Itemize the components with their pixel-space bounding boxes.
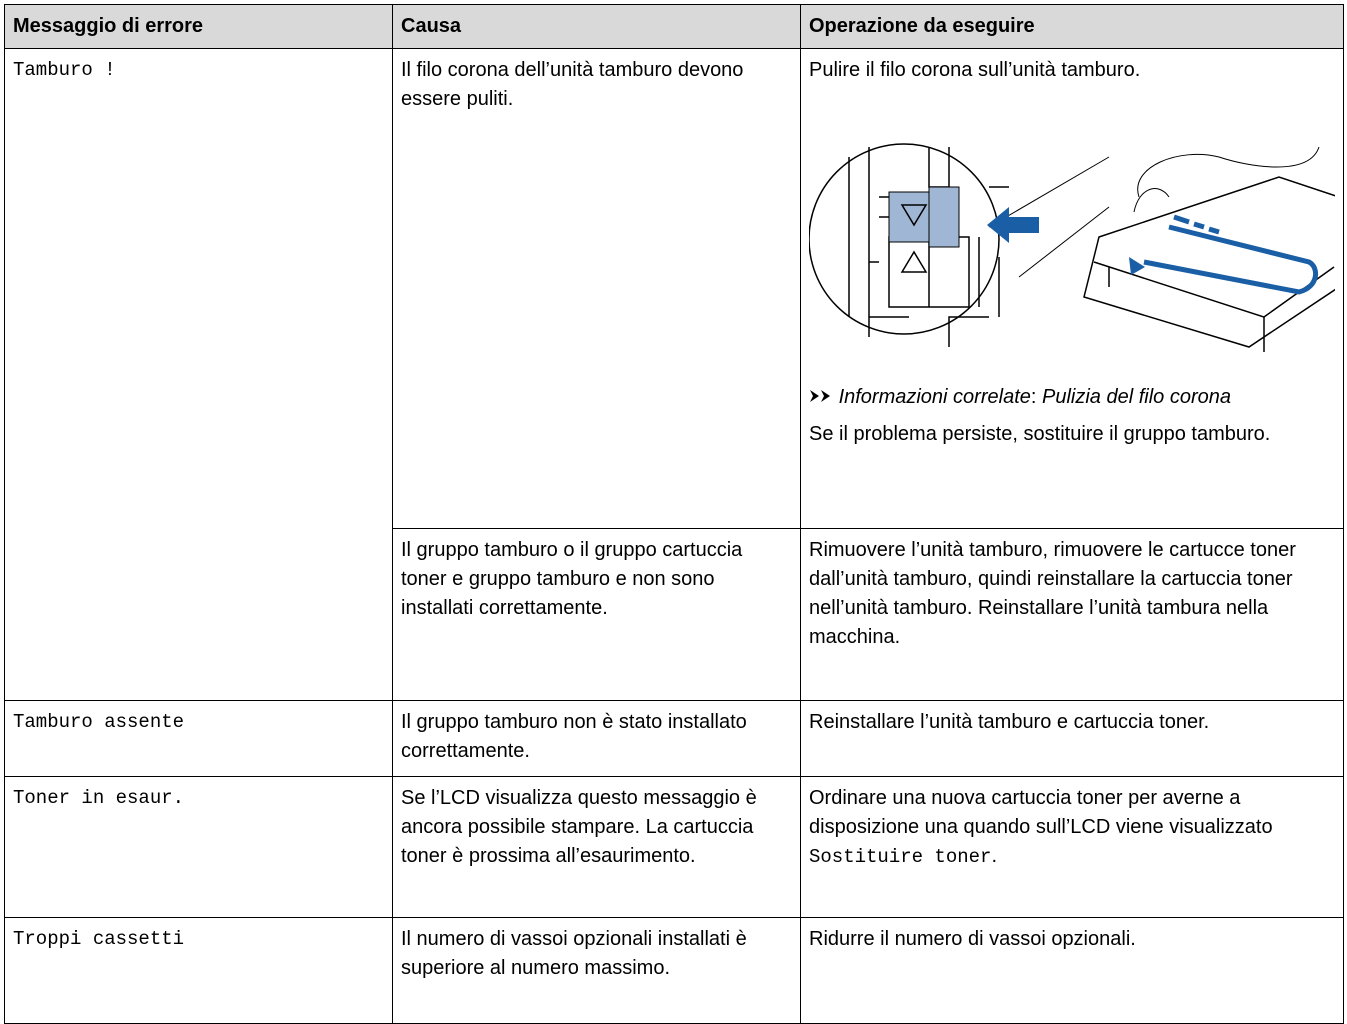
error-table: Messaggio di errore Causa Operazione da … [4,4,1344,1024]
message: Toner in esaur. [4,776,393,918]
related-link[interactable]: Pulizia del filo corona [1042,386,1231,408]
cause: Il numero di vassoi opzionali installati… [392,917,801,1024]
link-icon [810,390,830,402]
row: Tamburo ! Il filo corona dell’unità tamb… [4,48,1344,701]
cause: Il gruppo tamburo non è stato installato… [392,700,801,777]
header-cell: Messaggio di errore [4,4,393,49]
related-label: Informazioni correlate [838,386,1031,408]
drum-illustration [809,143,1335,352]
action: Pulire il filo corona sull’unità tamburo… [809,59,1141,81]
row: Tamburo assente Il gruppo tamburo non è … [4,700,1344,777]
cause: Il filo corona dell’unità tamburo devono… [392,48,801,529]
action-code: Sostituire toner [809,846,992,868]
cause: Se l’LCD visualizza questo messaggio è a… [392,776,801,918]
row: Troppi cassetti Il numero di vassoi opzi… [4,917,1344,1024]
action: Ridurre il numero di vassoi opzionali. [800,917,1344,1024]
header-cell: Causa [392,4,801,49]
action-end: . [991,845,997,867]
action-cell: Pulire il filo corona sull’unità tamburo… [800,48,1344,529]
row: Toner in esaur. Se l’LCD visualizza ques… [4,776,1344,918]
note: Se il problema persiste, sostituire il g… [809,423,1271,445]
header-cell: Operazione da eseguire [800,4,1344,49]
header-row: Messaggio di errore Causa Operazione da … [4,4,1344,49]
action: Reinstallare l’unità tamburo e cartuccia… [800,700,1344,777]
cause: Il gruppo tamburo o il gruppo cartuccia … [392,528,801,701]
action-cell: Ordinare una nuova cartuccia toner per a… [800,776,1344,918]
message: Tamburo assente [4,700,393,777]
action: Ordinare una nuova cartuccia toner per a… [809,787,1273,838]
message: Troppi cassetti [4,917,393,1024]
action: Rimuovere l’unità tamburo, rimuovere le … [800,528,1344,701]
message: Tamburo ! [4,48,393,701]
separator: : [1030,386,1037,408]
related-info: Informazioni correlate: Pulizia del filo… [809,383,1335,412]
